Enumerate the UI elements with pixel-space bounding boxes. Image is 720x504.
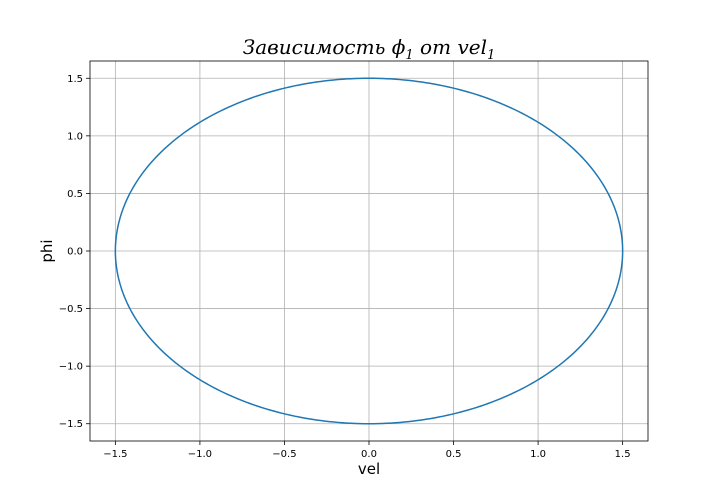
x-tick-label: −1.0 bbox=[188, 449, 212, 460]
y-tick-label: −1.5 bbox=[59, 419, 83, 430]
y-tick-label: −0.5 bbox=[59, 304, 83, 315]
x-axis: −1.5 −1.0 −0.5 0.0 0.5 1.0 1.5 bbox=[103, 441, 631, 460]
x-tick-label: 1.5 bbox=[615, 449, 631, 460]
y-tick-label: 1.5 bbox=[67, 74, 83, 85]
title-prefix: Зависимость bbox=[243, 35, 392, 59]
title-var1: ϕ bbox=[392, 35, 406, 59]
title-middle: от bbox=[414, 35, 458, 59]
x-axis-label: vel bbox=[358, 460, 380, 478]
x-tick-label: −1.5 bbox=[103, 449, 127, 460]
series-line bbox=[114, 77, 624, 425]
x-tick-label: 1.0 bbox=[530, 449, 546, 460]
x-tick-label: 0.0 bbox=[361, 449, 377, 460]
series-layer bbox=[114, 77, 624, 425]
chart-title: Зависимость ϕ1 от vel1 bbox=[243, 35, 496, 63]
y-axis-label: phi bbox=[38, 239, 56, 262]
y-tick-label: 0.5 bbox=[67, 189, 83, 200]
x-tick-label: −0.5 bbox=[272, 449, 296, 460]
y-tick-label: −1.0 bbox=[59, 362, 83, 373]
y-tick-label: 1.0 bbox=[67, 131, 83, 142]
y-axis: −1.5 −1.0 −0.5 0.0 0.5 1.0 1.5 bbox=[59, 74, 90, 430]
title-sub2: 1 bbox=[487, 48, 495, 63]
title-var2: vel bbox=[457, 35, 487, 59]
y-tick-label: 0.0 bbox=[67, 247, 83, 258]
x-tick-label: 0.5 bbox=[446, 449, 462, 460]
title-sub1: 1 bbox=[405, 48, 413, 63]
